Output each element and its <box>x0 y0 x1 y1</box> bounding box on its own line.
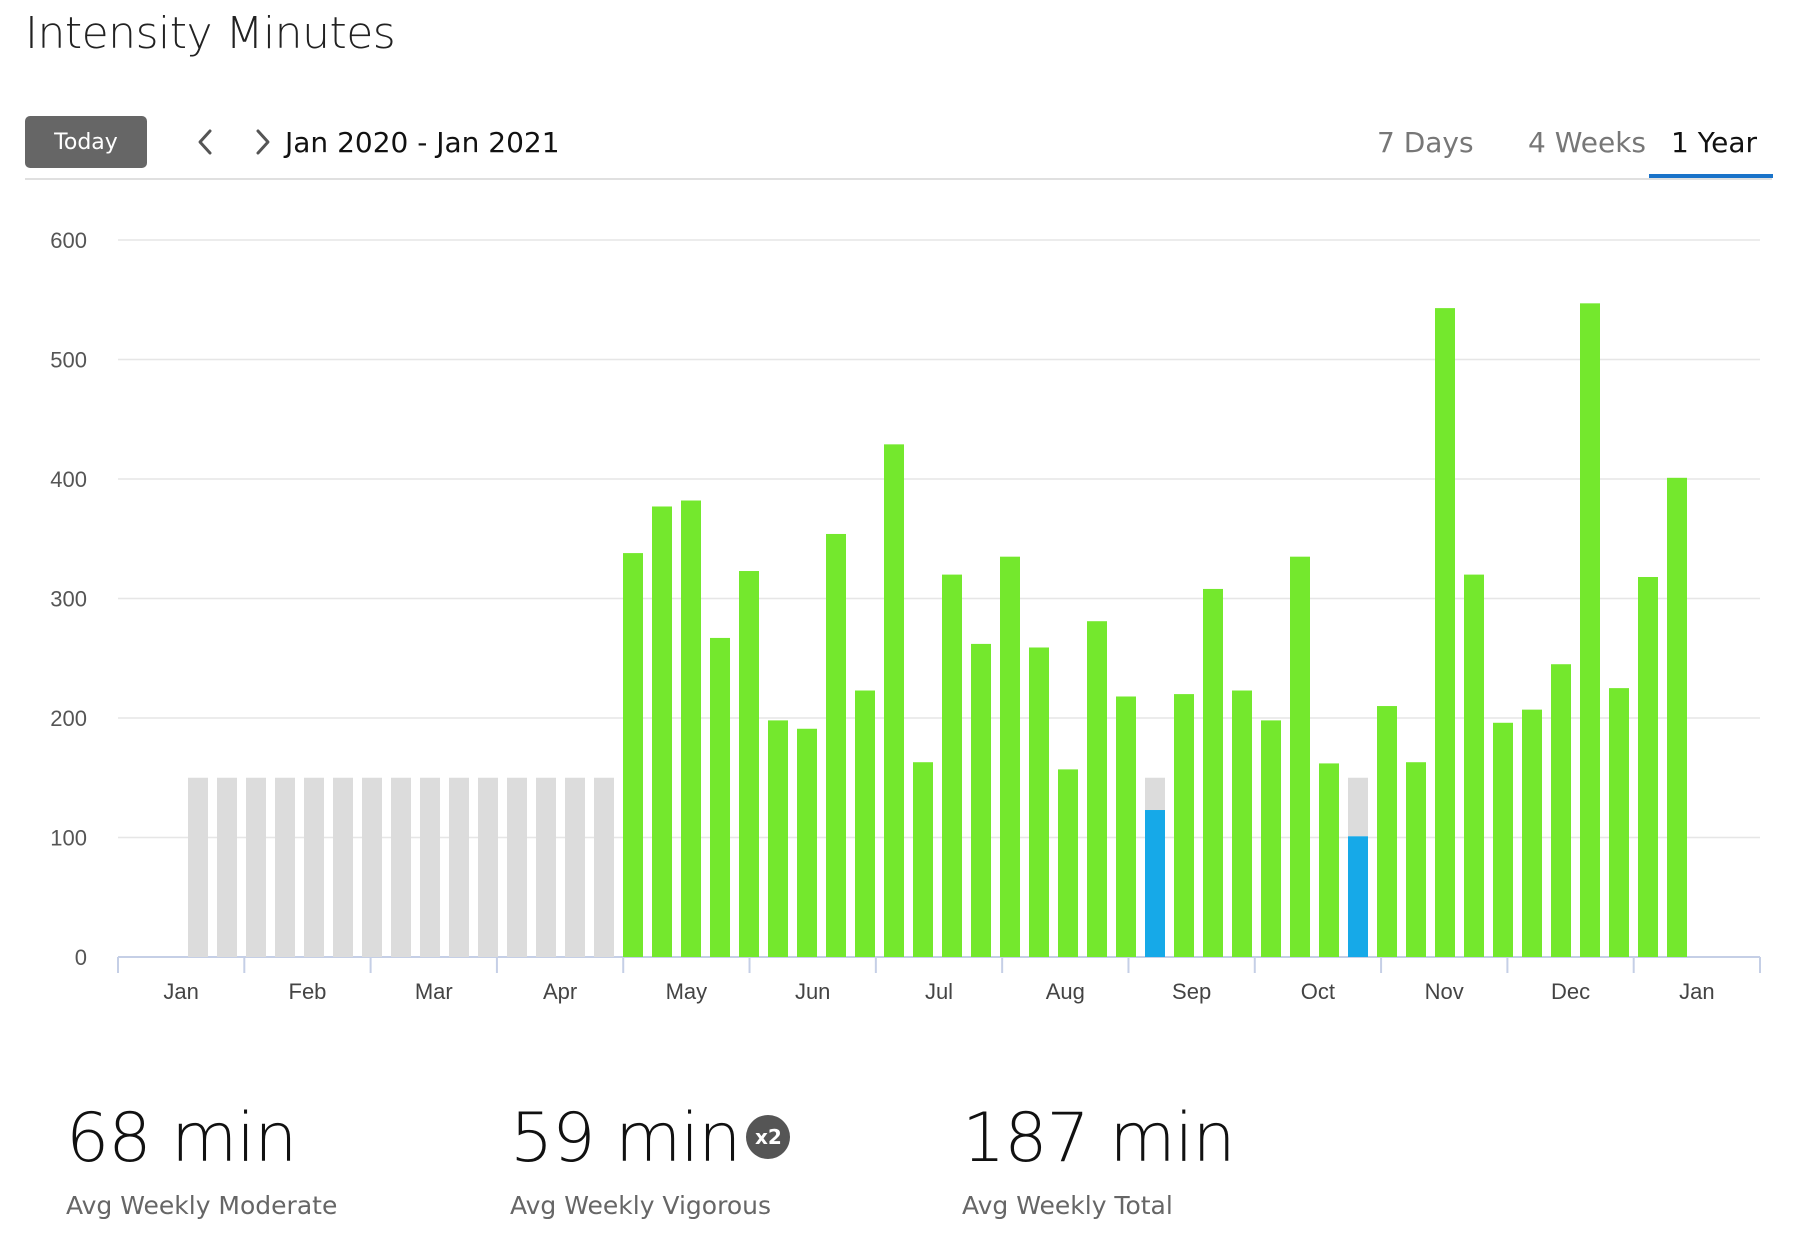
intensity-chart: 0 100 200 300 400 500 600 Jan Feb Mar Apr May Jun Jul… <box>0 200 1802 1020</box>
bar-no-data <box>246 777 266 957</box>
bar-goal-remainder <box>1145 777 1165 811</box>
bar-no-data <box>362 777 382 957</box>
bar-goal-met <box>1609 688 1629 957</box>
bar-no-data <box>594 777 614 957</box>
stat-avg-weekly-vigorous: 59 min x2 Avg Weekly Vigorous <box>510 1105 791 1220</box>
stat-value-row: 59 min x2 <box>510 1105 791 1173</box>
bar-goal-met <box>1232 690 1252 957</box>
y-tick-label: 200 <box>50 706 87 731</box>
stat-avg-weekly-moderate: 68 min Avg Weekly Moderate <box>66 1099 338 1221</box>
bar-goal-met <box>1261 720 1281 957</box>
y-tick-label: 500 <box>50 348 87 373</box>
bar-no-data <box>275 777 295 957</box>
bar-no-data <box>420 777 440 957</box>
bar-no-data <box>391 777 411 957</box>
chevron-left-icon[interactable] <box>185 122 225 162</box>
bar-goal-met <box>1087 621 1107 957</box>
tab-1-year[interactable]: 1 Year <box>1671 126 1757 159</box>
bar-no-data <box>536 777 556 957</box>
bar-goal-met <box>623 553 643 957</box>
bar-goal-met <box>1029 647 1049 957</box>
bar-goal-met <box>855 690 875 957</box>
x-tick-label: Nov <box>1425 979 1464 1004</box>
stat-label: Avg Weekly Moderate <box>66 1191 338 1220</box>
bar-no-data <box>188 777 208 957</box>
bar-no-data <box>333 777 353 957</box>
bar-goal-met <box>1638 576 1658 957</box>
bar-goal-met <box>1406 762 1426 957</box>
x-tick-label: Jan <box>163 979 198 1004</box>
bar-goal-met <box>1058 769 1078 957</box>
bar-goal-met <box>1551 664 1571 957</box>
bar-goal-met <box>1116 696 1136 957</box>
x-tick-label: May <box>666 979 708 1004</box>
bar-goal-met <box>1580 303 1600 958</box>
bar-goal-met <box>1435 308 1455 957</box>
bar-goal-met <box>1493 722 1513 957</box>
bar-goal-met <box>739 571 759 957</box>
y-tick-label: 400 <box>50 467 87 492</box>
y-tick-label: 600 <box>50 228 87 253</box>
stat-label: Avg Weekly Total <box>962 1191 1173 1220</box>
bar-goal-met <box>652 506 672 957</box>
bar-goal-met <box>797 728 817 957</box>
bar-goal-met <box>768 720 788 957</box>
bar-goal-met <box>1522 709 1542 957</box>
bar-goal-met <box>1319 763 1339 957</box>
y-tick-label: 0 <box>75 945 87 970</box>
bar-goal-met <box>913 762 933 957</box>
stat-value: 68 min <box>66 1099 297 1178</box>
bar-goal-met <box>1290 556 1310 957</box>
stat-value: 59 min <box>510 1099 741 1178</box>
x-tick-label: Jul <box>925 979 953 1004</box>
date-range-label: Jan 2020 - Jan 2021 <box>285 126 560 159</box>
x2-badge: x2 <box>746 1114 791 1159</box>
x-tick-label: Aug <box>1046 979 1085 1004</box>
stat-label: Avg Weekly Vigorous <box>510 1191 771 1220</box>
bar-goal-met <box>710 637 730 957</box>
x-tick-label: Jun <box>795 979 830 1004</box>
tab-4-weeks[interactable]: 4 Weeks <box>1528 126 1647 159</box>
x-tick-label: Dec <box>1551 979 1590 1004</box>
bar-no-data <box>565 777 585 957</box>
x-tick-label: Feb <box>289 979 327 1004</box>
bar-below-goal <box>1348 836 1368 957</box>
bar-goal-met <box>681 500 701 957</box>
chevron-right-icon[interactable] <box>243 122 283 162</box>
bar-goal-met <box>1203 588 1223 957</box>
x-tick-label: Sep <box>1172 979 1211 1004</box>
bar-goal-met <box>1377 706 1397 957</box>
x-tick-label: Mar <box>415 979 453 1004</box>
bar-no-data <box>217 777 237 957</box>
bar-goal-met <box>826 533 846 957</box>
bar-no-data <box>449 777 469 957</box>
bar-goal-met <box>1174 694 1194 957</box>
x-tick-label: Oct <box>1301 979 1335 1004</box>
x-tick-label: Jan <box>1679 979 1714 1004</box>
bar-no-data <box>507 777 527 957</box>
bar-goal-met <box>1667 477 1687 957</box>
active-tab-indicator <box>1649 174 1773 178</box>
bar-no-data <box>478 777 498 957</box>
bar-goal-met <box>884 444 904 958</box>
page-title: Intensity Minutes <box>25 8 396 59</box>
bar-below-goal <box>1145 810 1165 957</box>
bar-goal-met <box>971 643 991 957</box>
stat-value: 187 min <box>962 1099 1236 1178</box>
bar-no-data <box>304 777 324 957</box>
y-tick-label: 100 <box>50 826 87 851</box>
date-toolbar: Today Jan 2020 - Jan 2021 7 Days 4 Weeks… <box>25 116 1773 180</box>
bar-goal-remainder <box>1348 777 1368 837</box>
y-tick-label: 300 <box>50 587 87 612</box>
bar-chart: 0 100 200 300 400 500 600 Jan Feb Mar Apr May Jun Jul… <box>50 228 1761 1004</box>
bar-goal-met <box>1464 574 1484 957</box>
today-button[interactable]: Today <box>25 116 147 168</box>
bar-goal-met <box>942 574 962 957</box>
bar-goal-met <box>1000 556 1020 957</box>
stat-avg-weekly-total: 187 min Avg Weekly Total <box>962 1099 1236 1221</box>
tab-7-days[interactable]: 7 Days <box>1377 126 1474 159</box>
x-tick-label: Apr <box>543 979 577 1004</box>
